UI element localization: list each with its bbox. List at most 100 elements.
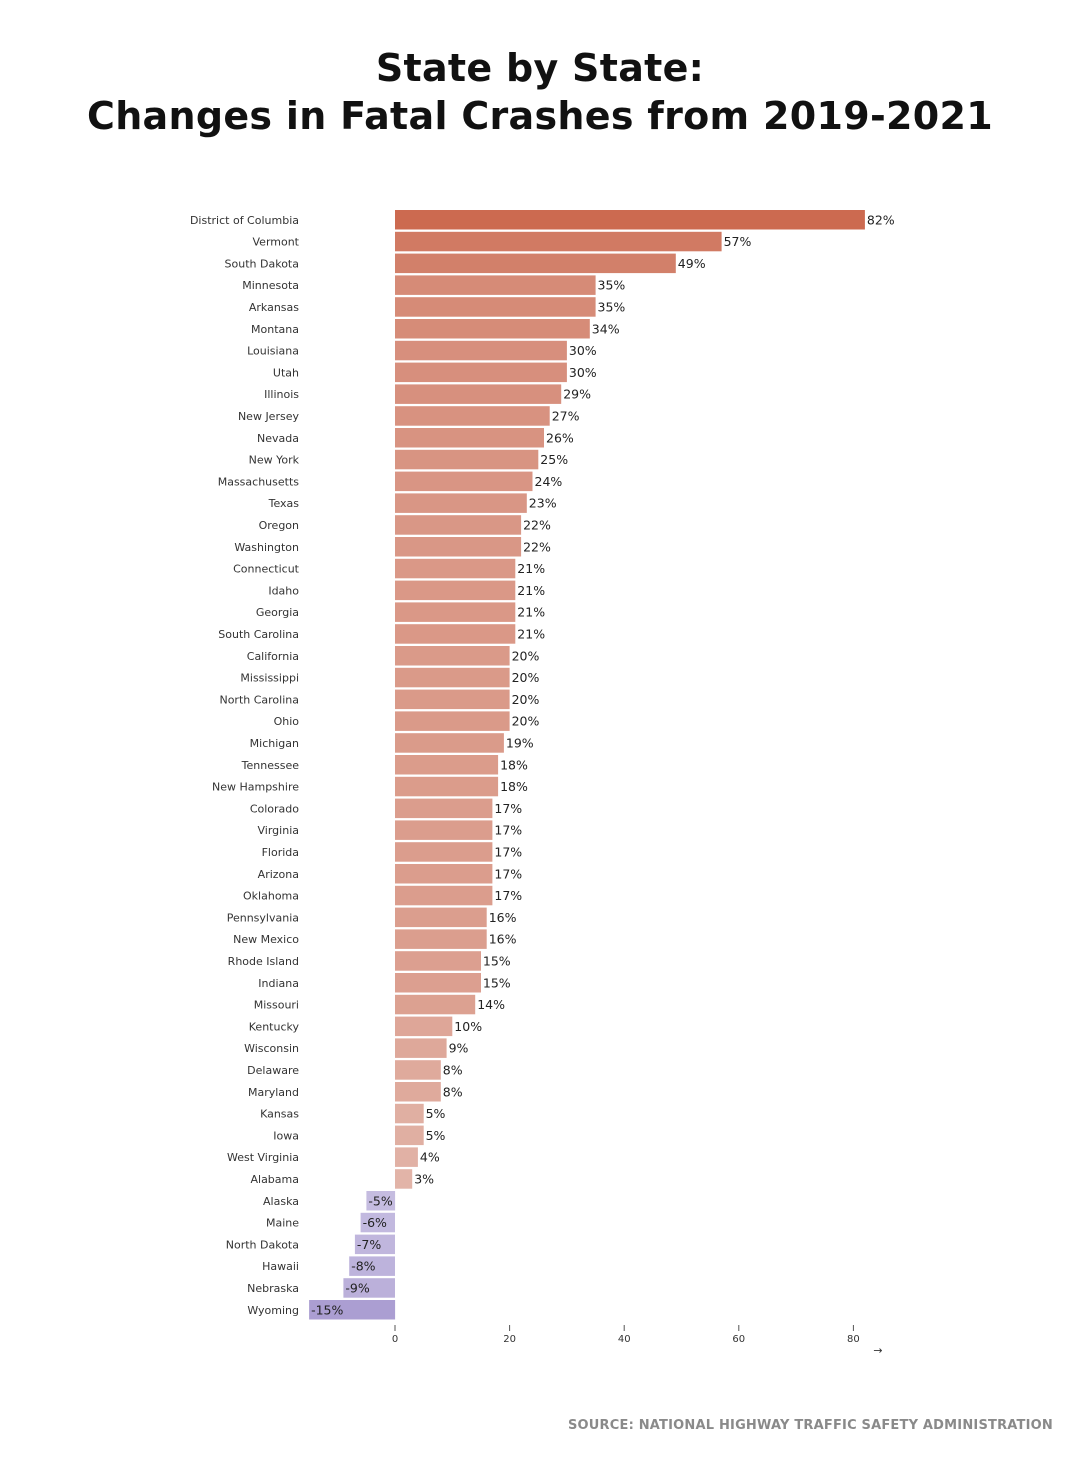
bar-south-carolina — [395, 624, 516, 644]
bar-north-dakota — [354, 1234, 395, 1255]
value-label: 57% — [724, 234, 752, 249]
bar-virginia — [395, 820, 493, 840]
value-label: 9% — [449, 1041, 469, 1056]
value-label: 17% — [494, 823, 522, 838]
source-note: SOURCE: NATIONAL HIGHWAY TRAFFIC SAFETY … — [567, 1418, 1053, 1433]
value-label: 49% — [678, 256, 706, 271]
category-label: Arkansas — [249, 301, 299, 314]
bar-arkansas — [395, 297, 596, 317]
value-label: 29% — [563, 387, 591, 402]
bar-illinois — [395, 384, 562, 404]
bar-new-mexico — [395, 929, 487, 949]
category-label: Kentucky — [249, 1020, 300, 1033]
category-label: Texas — [268, 497, 300, 510]
value-label: 20% — [512, 692, 540, 707]
value-label: 23% — [529, 496, 557, 511]
bar-minnesota — [395, 275, 596, 295]
category-label: Colorado — [250, 802, 299, 815]
bar-chart: District of Columbia 82% Vermont 57% South D… — [190, 210, 895, 1357]
category-label: South Dakota — [225, 257, 299, 270]
value-label: 21% — [517, 627, 545, 642]
value-label: -5% — [368, 1193, 392, 1208]
value-label: 27% — [552, 409, 580, 424]
bar-alaska — [366, 1191, 396, 1211]
bar-michigan — [395, 733, 504, 753]
bar-utah — [395, 362, 567, 383]
value-label: 8% — [443, 1063, 463, 1078]
category-label: Hawaii — [262, 1260, 299, 1273]
category-label: Delaware — [247, 1064, 299, 1077]
category-label: Ohio — [274, 715, 300, 728]
value-label: 82% — [867, 212, 895, 227]
category-label: Oklahoma — [243, 890, 299, 903]
bar-new-york — [395, 449, 539, 470]
bar-arizona — [395, 864, 493, 884]
value-label: 18% — [500, 779, 528, 794]
value-label: 20% — [512, 648, 540, 663]
category-label: California — [247, 650, 299, 663]
bar-oklahoma — [395, 885, 493, 906]
value-label: 17% — [494, 866, 522, 881]
category-label: Mississippi — [240, 672, 299, 685]
bar-georgia — [395, 602, 516, 622]
value-label: 17% — [494, 801, 522, 816]
value-label: 30% — [569, 365, 597, 380]
bar-rhode-island — [395, 951, 481, 971]
value-label: 3% — [414, 1172, 434, 1187]
x-tick-label: 60 — [732, 1334, 745, 1345]
bar-florida — [395, 842, 493, 862]
category-label: Montana — [251, 323, 299, 336]
bar-hawaii — [349, 1256, 395, 1276]
bar-oregon — [395, 515, 522, 535]
category-label: Maryland — [248, 1086, 299, 1099]
category-label: Minnesota — [242, 279, 299, 292]
category-label: Maine — [266, 1217, 299, 1230]
category-label: New Mexico — [233, 933, 299, 946]
x-tick-label: 80 — [847, 1334, 860, 1345]
value-label: 34% — [592, 321, 620, 336]
value-label: 22% — [523, 539, 551, 554]
value-label: 15% — [483, 975, 511, 990]
bar-nebraska — [343, 1278, 395, 1298]
x-axis-arrow: → — [873, 1344, 882, 1357]
category-label: Vermont — [253, 236, 300, 249]
category-label: Nevada — [257, 432, 299, 445]
category-label: Missouri — [254, 999, 299, 1012]
category-label: Louisiana — [247, 345, 299, 358]
category-label: Massachusetts — [218, 475, 300, 488]
bar-massachusetts — [395, 471, 533, 492]
category-label: Florida — [262, 846, 299, 859]
category-label: Kansas — [260, 1108, 299, 1121]
value-label: 22% — [523, 518, 551, 533]
bar-wyoming — [309, 1300, 396, 1320]
bar-alabama — [395, 1169, 413, 1189]
bar-new-hampshire — [395, 776, 499, 797]
category-label: North Dakota — [226, 1238, 299, 1251]
category-label: Tennessee — [241, 759, 300, 772]
value-label: 20% — [512, 714, 540, 729]
value-label: 21% — [517, 561, 545, 576]
bar-south-dakota — [395, 253, 676, 274]
category-label: Wyoming — [247, 1304, 299, 1317]
value-label: 21% — [517, 583, 545, 598]
value-label: 25% — [540, 452, 568, 467]
category-label: Arizona — [258, 868, 299, 881]
bar-idaho — [395, 580, 516, 601]
value-label: -6% — [363, 1215, 387, 1230]
chart-title: State by State: Changes in Fatal Crashes… — [0, 44, 1080, 140]
bar-wisconsin — [395, 1038, 447, 1058]
bar-district-of-columbia — [395, 210, 865, 230]
category-label: New Hampshire — [212, 781, 299, 794]
bar-california — [395, 646, 510, 666]
category-label: Wisconsin — [244, 1042, 299, 1055]
value-label: 19% — [506, 736, 534, 751]
category-label: Washington — [234, 541, 299, 554]
bar-north-carolina — [395, 689, 510, 710]
category-label: North Carolina — [219, 693, 299, 706]
category-label: Connecticut — [233, 563, 300, 576]
bar-washington — [395, 537, 522, 557]
x-tick-label: 40 — [618, 1334, 631, 1345]
value-label: 5% — [426, 1128, 446, 1143]
bar-maryland — [395, 1082, 441, 1102]
category-label: New Jersey — [238, 410, 300, 423]
